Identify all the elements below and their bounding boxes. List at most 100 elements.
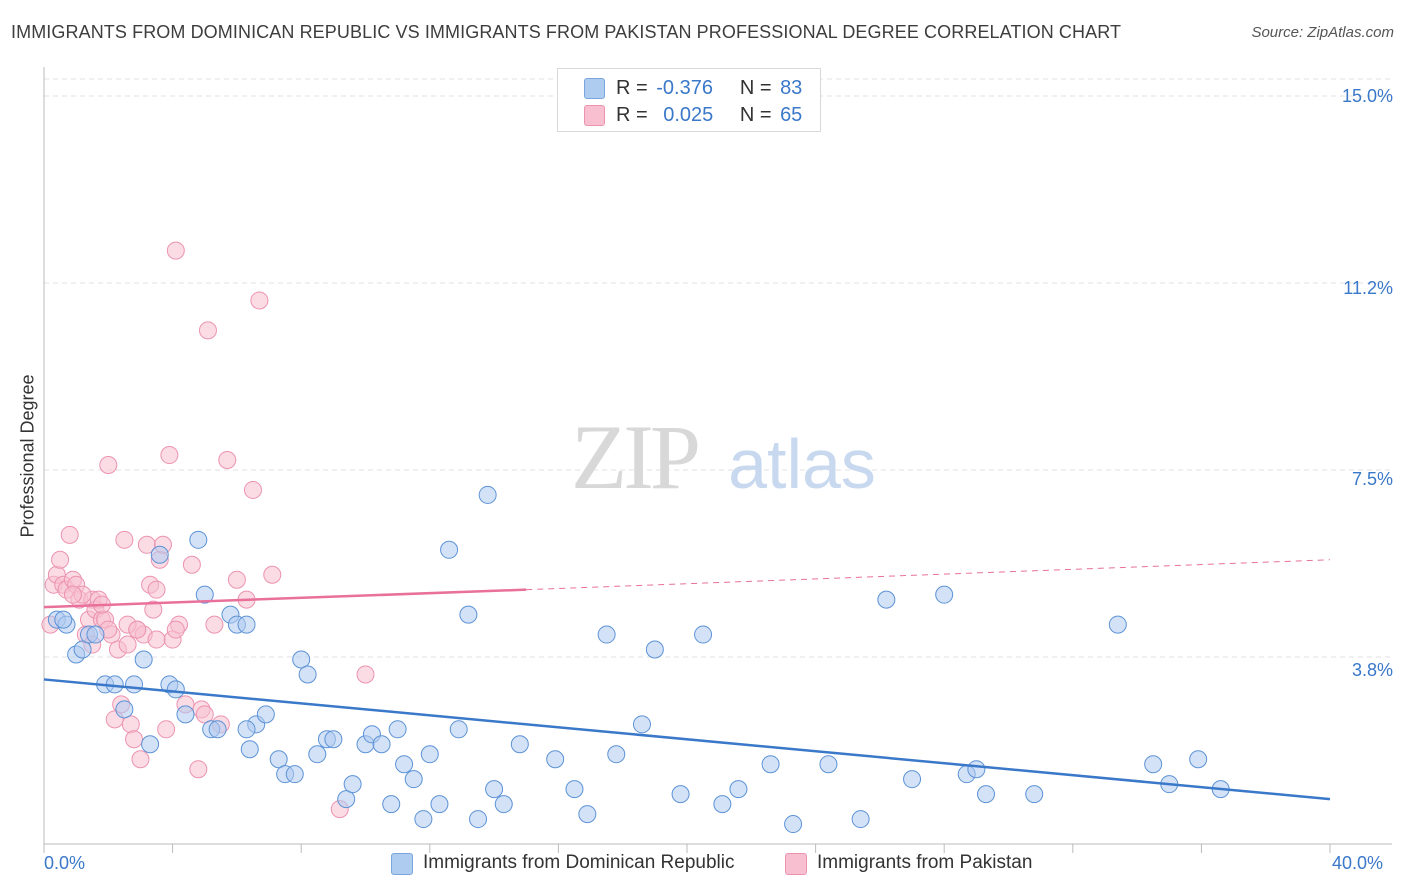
pakistan-point-38 — [166, 241, 185, 260]
pakistan-point-53 — [263, 565, 282, 584]
dominican-point-53 — [510, 735, 529, 754]
dominican-point-42 — [404, 770, 423, 789]
pakistan-point-41 — [182, 555, 201, 574]
dominican-point-5 — [86, 625, 105, 644]
dominican-point-61 — [671, 785, 690, 804]
pakistan-point-22 — [115, 530, 134, 549]
dominican-point-57 — [597, 625, 616, 644]
dominican-point-10 — [134, 650, 153, 669]
dominican-point-33 — [324, 730, 343, 749]
pakistan-point-25 — [125, 730, 144, 749]
dominican-point-30 — [298, 665, 317, 684]
pakistan-point-61 — [147, 630, 166, 649]
dominican-point-29 — [292, 650, 311, 669]
n-label: N = — [739, 77, 772, 99]
dominican-point-16 — [189, 530, 208, 549]
source-label: Source: ZipAtlas.com — [1251, 24, 1394, 41]
r-label: R = — [616, 104, 648, 126]
pakistan-point-63 — [166, 620, 185, 639]
dominican-point-41 — [395, 755, 414, 774]
pakistan-point-44 — [195, 705, 214, 724]
dominican-point-26 — [269, 750, 288, 769]
x-tick-label-min: 0.0% — [44, 853, 86, 873]
trend-lines — [43, 559, 1331, 801]
watermark-zip: ZIP — [571, 406, 698, 508]
bottom-legend-label-pink: Immigrants from Pakistan — [817, 852, 1033, 873]
dominican-point-8 — [115, 700, 134, 719]
dominican-point-44 — [420, 745, 439, 764]
dominican-point-54 — [546, 750, 565, 769]
grid-lines — [44, 78, 1392, 658]
n-label: N = — [739, 104, 772, 126]
y-tick-label-15: 15.0% — [1341, 86, 1393, 106]
legend-text-blue: R = -0.376 N = 83 — [616, 77, 802, 100]
dominican-point-15 — [176, 705, 195, 724]
legend-text-pink: R = 0.025 N = 65 — [616, 104, 802, 127]
axes — [43, 67, 1392, 853]
pakistan-point-31 — [144, 600, 163, 619]
dominican-point-43 — [414, 810, 433, 829]
dominican-point-45 — [430, 795, 449, 814]
dominican-point-60 — [645, 640, 664, 659]
series-dominican-points — [47, 485, 1230, 834]
n-value: 65 — [780, 104, 803, 126]
dominican-point-35 — [343, 775, 362, 794]
dominican-point-9 — [125, 675, 144, 694]
pakistan-point-17 — [99, 456, 118, 475]
legend-swatch-blue — [584, 78, 605, 99]
pakistan-point-64 — [128, 620, 147, 639]
pakistan-point-42 — [189, 760, 208, 779]
dominican-point-50 — [478, 485, 497, 504]
dominican-point-71 — [935, 585, 954, 604]
dominican-point-68 — [851, 810, 870, 829]
pakistan-point-6 — [60, 525, 79, 544]
dominican-point-52 — [494, 795, 513, 814]
dominican-point-59 — [632, 715, 651, 734]
pakistan-point-24 — [121, 715, 140, 734]
dominican-point-56 — [578, 805, 597, 824]
dominican-point-75 — [1025, 785, 1044, 804]
dominican-point-82 — [237, 720, 256, 739]
r-value: -0.376 — [656, 77, 713, 99]
pakistan-point-3 — [51, 550, 70, 569]
dominican-point-28 — [285, 765, 304, 784]
dominican-point-31 — [308, 745, 327, 764]
y-axis-title: Professional Degree — [17, 374, 38, 538]
dominican-point-25 — [256, 705, 275, 724]
series-pakistan-points — [41, 241, 375, 819]
dominican-point-62 — [694, 625, 713, 644]
dominican-point-70 — [903, 770, 922, 789]
pakistan-point-55 — [356, 665, 375, 684]
bottom-legend-label-blue: Immigrants from Dominican Republic — [423, 852, 735, 873]
r-label: R = — [616, 77, 648, 99]
dominican-point-22 — [237, 615, 256, 634]
dominican-point-67 — [819, 755, 838, 774]
dominican-point-14 — [166, 680, 185, 699]
legend-swatch-pink — [584, 105, 605, 126]
dominican-point-19 — [208, 720, 227, 739]
pakistan-point-45 — [198, 321, 217, 340]
dominican-point-76 — [1108, 615, 1127, 634]
pakistan-point-58 — [63, 585, 82, 604]
bottom-legend-swatch-blue — [391, 853, 413, 875]
dominican-point-17 — [195, 585, 214, 604]
trend-line-dominican — [43, 678, 1331, 801]
dominican-point-69 — [877, 590, 896, 609]
dominican-point-65 — [761, 755, 780, 774]
y-tick-label-7: 7.5% — [1351, 469, 1393, 489]
dominican-point-23 — [240, 740, 259, 759]
n-value: 83 — [780, 77, 803, 99]
pakistan-point-48 — [218, 451, 237, 470]
pakistan-point-52 — [250, 291, 269, 310]
dominican-point-40 — [388, 720, 407, 739]
dominican-point-58 — [607, 745, 626, 764]
trend-line-pakistan — [43, 588, 527, 609]
dominican-point-64 — [729, 780, 748, 799]
dominican-point-79 — [1189, 750, 1208, 769]
correlation-legend: R = -0.376 N = 83 R = 0.025 N = 65 — [557, 68, 821, 132]
dominican-point-39 — [382, 795, 401, 814]
pakistan-point-36 — [160, 446, 179, 465]
pakistan-point-46 — [205, 615, 224, 634]
dominican-point-81 — [54, 610, 73, 629]
